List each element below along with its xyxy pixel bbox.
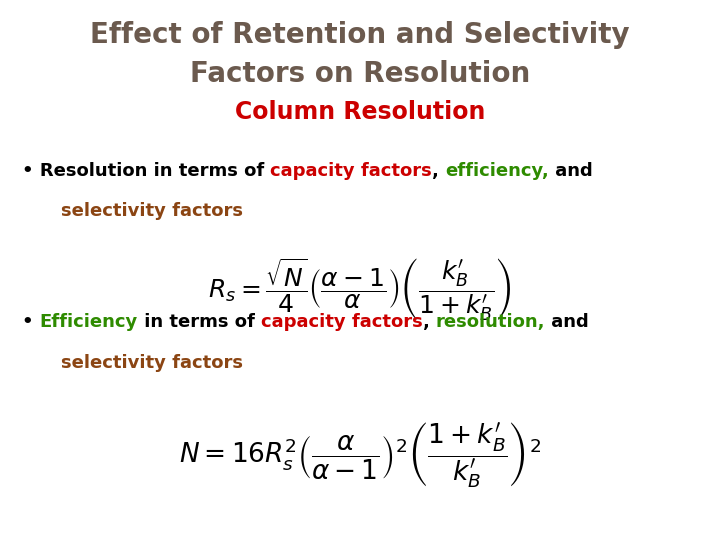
Text: and: and <box>549 162 593 180</box>
Text: efficiency,: efficiency, <box>445 162 549 180</box>
Text: • Resolution in terms of: • Resolution in terms of <box>22 162 270 180</box>
Text: and: and <box>545 313 589 331</box>
Text: ,: , <box>432 162 445 180</box>
Text: •: • <box>22 313 40 331</box>
Text: selectivity factors: selectivity factors <box>61 202 243 220</box>
Text: in terms of: in terms of <box>138 313 261 331</box>
Text: Factors on Resolution: Factors on Resolution <box>190 60 530 89</box>
Text: Effect of Retention and Selectivity: Effect of Retention and Selectivity <box>90 21 630 49</box>
Text: Efficiency: Efficiency <box>40 313 138 331</box>
Text: capacity factors: capacity factors <box>261 313 423 331</box>
Text: resolution,: resolution, <box>436 313 545 331</box>
Text: capacity factors: capacity factors <box>270 162 432 180</box>
Text: Column Resolution: Column Resolution <box>235 100 485 124</box>
Text: ,: , <box>423 313 436 331</box>
Text: $R_s = \dfrac{\sqrt{N}}{4}\left(\dfrac{\alpha - 1}{\alpha}\right)\left(\dfrac{k_: $R_s = \dfrac{\sqrt{N}}{4}\left(\dfrac{\… <box>208 256 512 323</box>
Text: selectivity factors: selectivity factors <box>61 354 243 372</box>
Text: $N = 16R_s^2\left(\dfrac{\alpha}{\alpha - 1}\right)^2\left(\dfrac{1 + k_B^{\prim: $N = 16R_s^2\left(\dfrac{\alpha}{\alpha … <box>179 421 541 491</box>
